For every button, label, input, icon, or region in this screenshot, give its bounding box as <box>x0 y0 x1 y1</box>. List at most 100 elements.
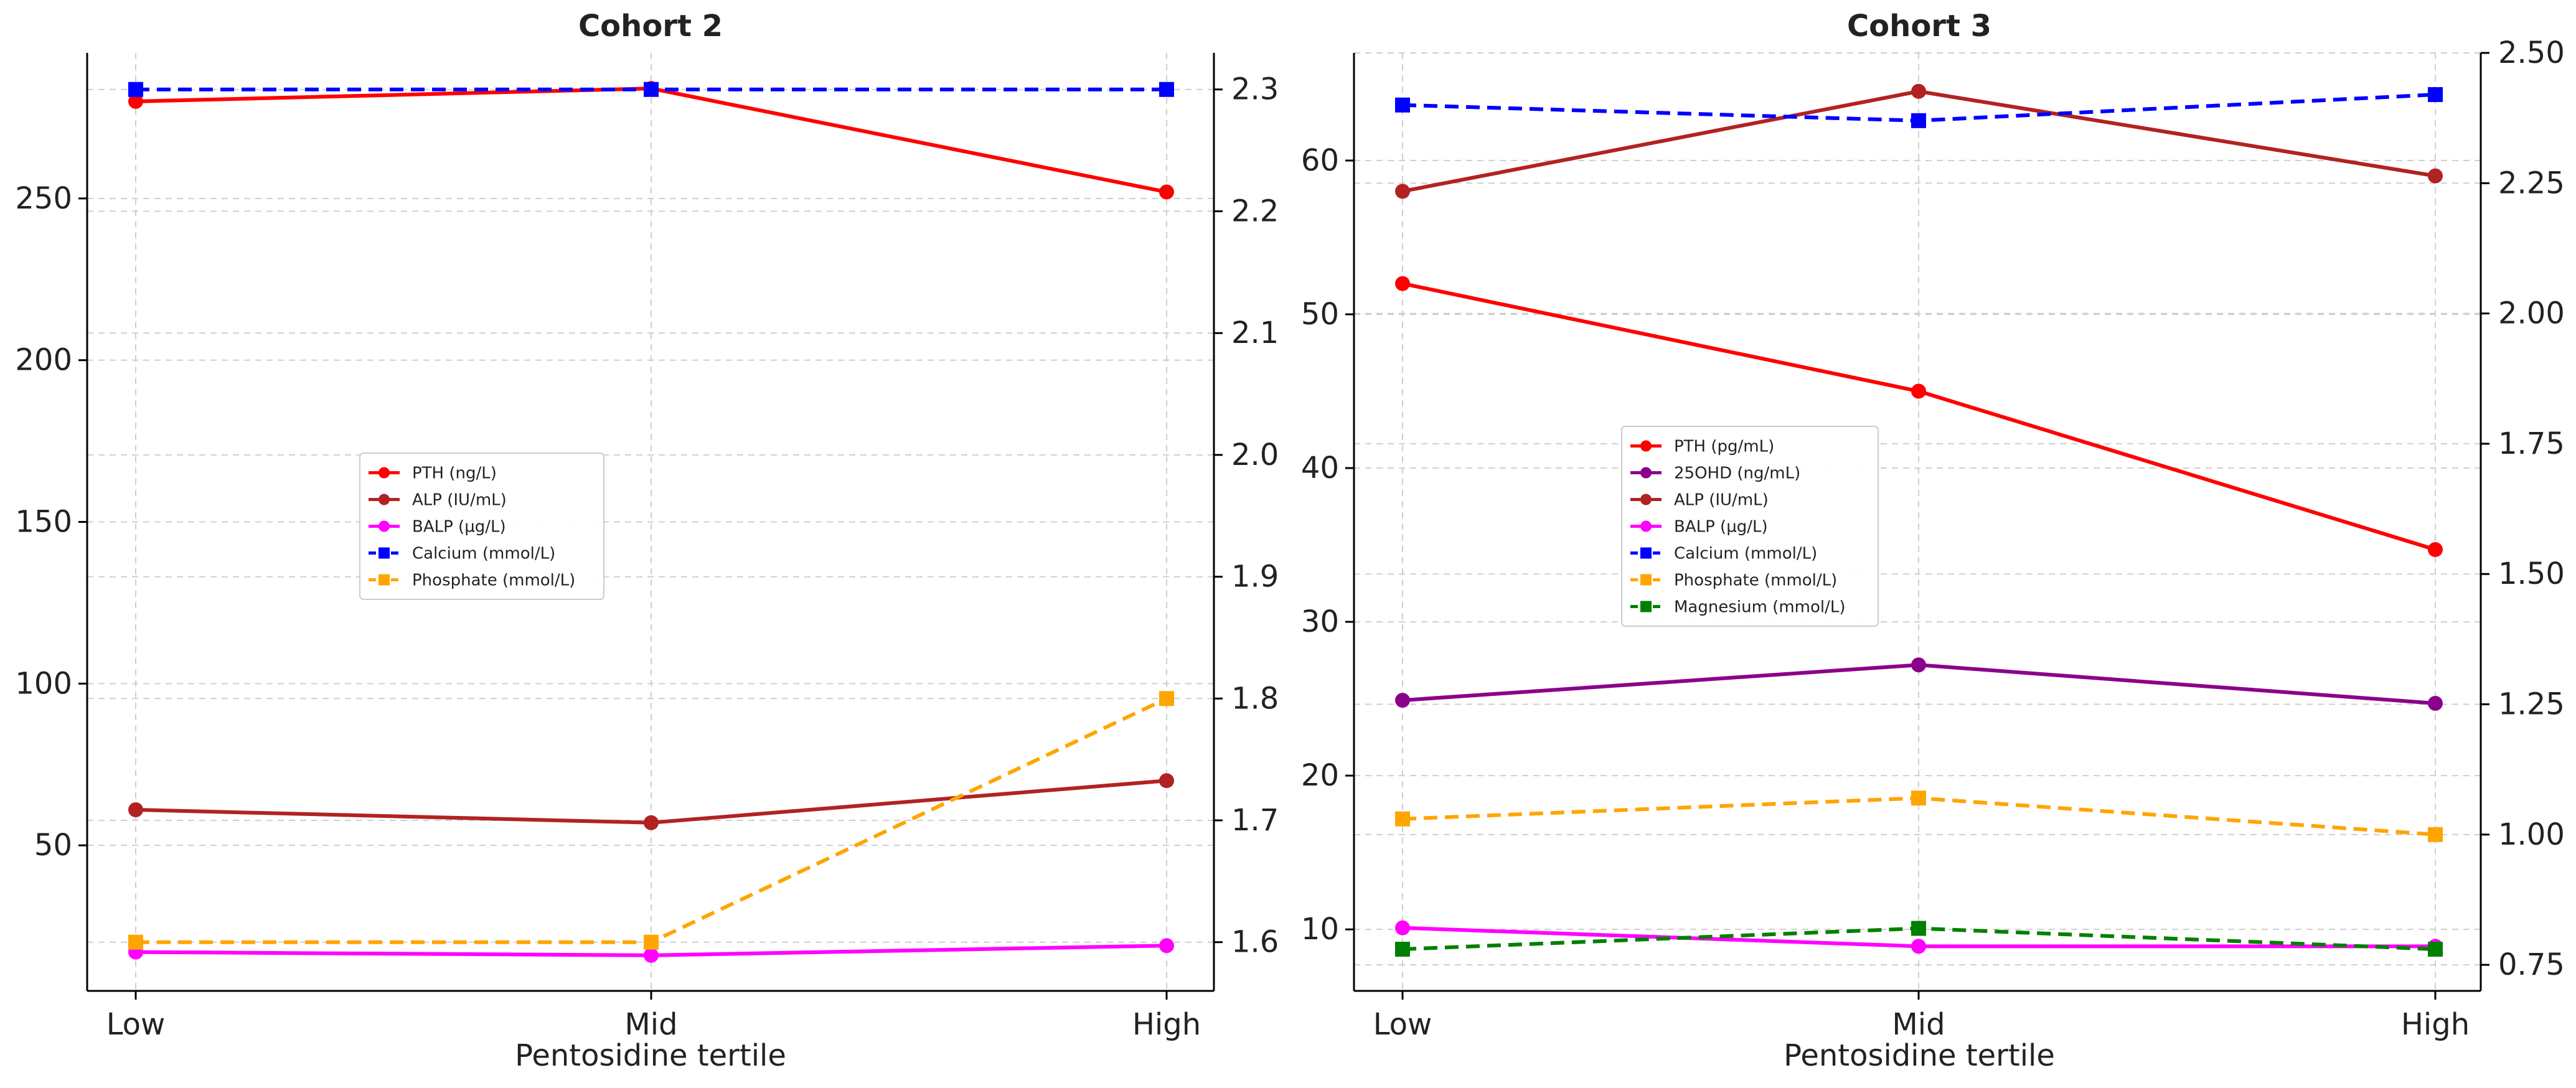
tick-label-right-2-3: 2.3 <box>1231 72 1279 107</box>
tick-label-left-200: 200 <box>15 343 72 378</box>
tick-label-left-50: 50 <box>1301 297 1339 332</box>
legend-marker <box>1640 547 1652 559</box>
legend-item-alp: ALP (IU/mL) <box>1630 491 1769 510</box>
data-point-calcium-low <box>1395 97 1410 113</box>
data-point-alp-high <box>1159 773 1174 789</box>
axes <box>78 53 1223 1000</box>
legend: PTH (ng/L) ALP (IU/mL) BALP (µg/L) Calcium … <box>359 453 604 600</box>
series-calcium <box>1395 87 2443 128</box>
legend-item-phosphate: Phosphate (mmol/L) <box>1630 571 1837 590</box>
gridlines <box>1354 52 2481 991</box>
data-point-phosphate-low <box>1395 811 1410 827</box>
data-point-phosphate-high <box>1159 691 1174 706</box>
legend-item-pth: PTH (ng/L) <box>369 464 497 483</box>
tick-label-left-30: 30 <box>1301 604 1339 639</box>
legend-marker <box>1640 574 1652 586</box>
tick-label-right-1-6: 1.6 <box>1231 925 1279 960</box>
tick-label-left-10: 10 <box>1301 912 1339 947</box>
series-pth <box>1395 276 2443 557</box>
legend-marker <box>378 520 390 532</box>
tick-label-right-1-8: 1.8 <box>1231 681 1279 716</box>
series-lines <box>128 81 1174 963</box>
tick-label-right-0-75: 0.75 <box>2498 947 2565 982</box>
legend-label: Magnesium (mmol/L) <box>1674 598 1846 617</box>
legend-item-balp: BALP (µg/L) <box>1630 518 1768 537</box>
tick-label-left-250: 250 <box>15 181 72 216</box>
legend-marker <box>1640 494 1652 505</box>
x-tick-label-high: High <box>2401 1007 2470 1042</box>
series-calcium <box>128 82 1174 97</box>
legend-item-alp: ALP (IU/mL) <box>369 491 507 510</box>
data-point-25ohd-mid <box>1911 657 1926 673</box>
x-tick-label-low: Low <box>1373 1007 1432 1042</box>
data-point-25ohd-low <box>1395 693 1410 708</box>
data-point-balp-mid <box>1911 939 1926 954</box>
chart-cohort-2: Cohort 2 Pentosidine tertile 50 100 150 200… <box>15 9 1279 1073</box>
tick-label-right-2-0: 2.0 <box>1231 438 1279 472</box>
legend-label: PTH (ng/L) <box>412 464 497 483</box>
data-point-pth-low <box>1395 276 1410 291</box>
legend-item-magnesium: Magnesium (mmol/L) <box>1630 598 1846 617</box>
data-point-phosphate-mid <box>644 934 659 950</box>
data-point-alp-mid <box>644 815 659 830</box>
legend-marker <box>378 494 390 505</box>
x-axis-label: Pentosidine tertile <box>515 1038 786 1073</box>
chart-title: Cohort 2 <box>578 9 723 44</box>
data-point-pth-high <box>2428 542 2443 557</box>
legend-label: BALP (µg/L) <box>1674 518 1768 537</box>
x-tick-label-mid: Mid <box>1892 1007 1945 1042</box>
tick-label-right-2-50: 2.50 <box>2498 35 2565 70</box>
data-point-pth-high <box>1159 184 1174 200</box>
tick-labels: 10 20 30 40 50 60 0.75 1.00 1.25 1.50 1.75 2.00 2.25… <box>1301 35 2565 1042</box>
legend-marker <box>1640 520 1652 532</box>
data-point-calcium-low <box>128 82 143 97</box>
data-point-25ohd-high <box>2428 696 2443 711</box>
data-point-calcium-high <box>1159 82 1174 97</box>
tick-label-left-50: 50 <box>34 828 72 863</box>
data-point-phosphate-low <box>128 934 143 950</box>
tick-label-left-40: 40 <box>1301 451 1339 485</box>
series-phosphate <box>1395 790 2443 842</box>
series-balp <box>128 938 1174 963</box>
tick-label-right-2-00: 2.00 <box>2498 296 2565 331</box>
series-magnesium <box>1395 921 2443 957</box>
series-lines <box>1395 83 2443 957</box>
legend-label: ALP (IU/mL) <box>1674 491 1769 510</box>
tick-label-right-2-1: 2.1 <box>1231 316 1279 350</box>
x-tick-label-low: Low <box>106 1007 166 1042</box>
chart-title: Cohort 3 <box>1847 9 1991 44</box>
data-point-alp-mid <box>1911 83 1926 99</box>
data-point-phosphate-high <box>2428 827 2443 842</box>
legend-label: BALP (µg/L) <box>412 518 506 537</box>
tick-label-left-20: 20 <box>1301 758 1339 793</box>
legend-label: Calcium (mmol/L) <box>412 545 555 563</box>
legend-label: Phosphate (mmol/L) <box>412 571 575 590</box>
tick-label-right-1-75: 1.75 <box>2498 426 2565 461</box>
x-tick-label-high: High <box>1132 1007 1201 1042</box>
legend-marker <box>1640 467 1652 479</box>
data-point-pth-low <box>128 93 143 109</box>
legend-item-pth: PTH (pg/mL) <box>1630 438 1774 456</box>
axes <box>1345 52 2489 1000</box>
series-25ohd <box>1395 657 2443 711</box>
data-point-phosphate-mid <box>1911 790 1926 806</box>
legend-label: Phosphate (mmol/L) <box>1674 571 1837 590</box>
x-tick-label-mid: Mid <box>624 1007 677 1042</box>
data-point-pth-mid <box>1911 383 1926 399</box>
legend-marker <box>378 467 390 479</box>
data-point-magnesium-high <box>2428 942 2443 957</box>
series-alp <box>128 773 1174 830</box>
legend-label: Calcium (mmol/L) <box>1674 545 1817 563</box>
legend-item-calcium: Calcium (mmol/L) <box>369 545 555 563</box>
data-point-calcium-mid <box>1911 113 1926 128</box>
legend: PTH (pg/mL) 25OHD (ng/mL) ALP (IU/mL) BALP … <box>1621 426 1879 627</box>
data-point-balp-high <box>1159 938 1174 954</box>
tick-label-right-2-2: 2.2 <box>1231 194 1279 228</box>
legend-item-calcium: Calcium (mmol/L) <box>1630 545 1817 563</box>
chart-cohort-3: Cohort 3 Pentosidine tertile 10 20 30 40 50 6… <box>1301 9 2565 1073</box>
legend-box <box>1621 426 1879 627</box>
x-axis-label: Pentosidine tertile <box>1784 1038 2055 1073</box>
data-point-balp-mid <box>644 947 659 963</box>
tick-label-right-2-25: 2.25 <box>2498 166 2565 200</box>
